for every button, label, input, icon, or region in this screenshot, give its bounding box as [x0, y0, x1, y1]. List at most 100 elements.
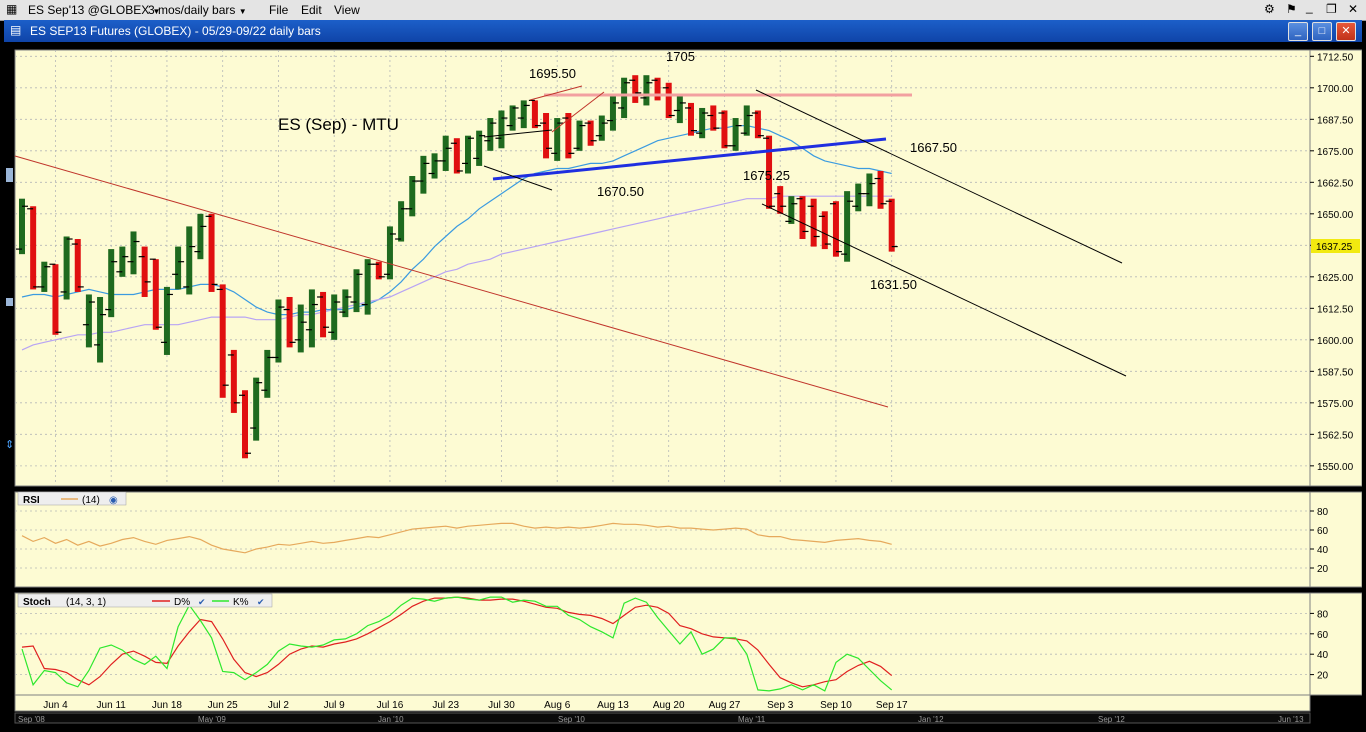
- price-bar: [487, 118, 494, 151]
- price-bar: [286, 296, 293, 348]
- time-tick-label: Sep 10: [820, 700, 852, 711]
- price-bar: [465, 135, 471, 174]
- price-bar: [386, 226, 393, 280]
- price-tick-label: 1700.00: [1317, 84, 1354, 95]
- overview-tick-label: Sep '08: [18, 715, 45, 724]
- price-bar: [754, 110, 761, 139]
- price-axis-ticks: 1712.50 1700.00 1687.50 1675.00 1662.50 1650.…: [1310, 52, 1354, 473]
- overview-tick-label: May '09: [198, 715, 226, 724]
- price-bar: [453, 138, 460, 174]
- stoch-d-check-icon[interactable]: ✔: [198, 597, 206, 607]
- price-bar: [398, 201, 405, 242]
- price-panel: [14, 49, 1311, 487]
- price-tick-label: 1562.50: [1317, 430, 1354, 441]
- scroll-handle-top[interactable]: [6, 168, 13, 182]
- chevron-down-icon: ▼: [238, 7, 247, 16]
- menu-edit[interactable]: Edit: [301, 3, 322, 17]
- price-bar: [688, 102, 694, 136]
- last-price-marker: [1311, 239, 1360, 253]
- minimize-button[interactable]: _: [1288, 22, 1308, 41]
- stoch-legend-param: (14, 3, 1): [66, 597, 106, 608]
- rsi-tick-label: 80: [1317, 507, 1329, 518]
- price-tick-label: 1687.50: [1317, 115, 1354, 126]
- stoch-legend-box[interactable]: [17, 593, 273, 608]
- price-bar: [788, 196, 795, 224]
- price-bar: [799, 196, 806, 240]
- price-tick-label: 1612.50: [1317, 304, 1354, 315]
- price-bar: [219, 284, 226, 398]
- price-bar: [777, 186, 784, 214]
- price-bar: [632, 75, 639, 103]
- minimize-app-icon[interactable]: _: [1306, 0, 1313, 14]
- price-axis: [1309, 49, 1363, 487]
- menu-file[interactable]: File: [269, 3, 289, 17]
- price-tick-label: 1662.50: [1317, 178, 1354, 189]
- price-bar: [721, 110, 728, 149]
- time-tick-label: Jul 2: [268, 700, 290, 711]
- price-bar: [877, 170, 884, 209]
- stoch-k-check-icon[interactable]: ✔: [257, 597, 265, 607]
- scroll-arrows-icon[interactable]: ⇕: [5, 439, 14, 451]
- annotation-1631-50: 1631.50: [870, 277, 917, 292]
- price-tick-label: 1675.00: [1317, 147, 1354, 158]
- annotation-1667-50: 1667.50: [910, 140, 957, 155]
- annotation-1670-50: 1670.50: [597, 184, 644, 199]
- menu-view[interactable]: View: [334, 3, 360, 17]
- price-bar: [844, 191, 851, 262]
- price-bar: [476, 130, 483, 166]
- rsi-line: [21, 522, 892, 554]
- price-bar: [41, 261, 48, 292]
- price-bar: [420, 155, 427, 194]
- close-button[interactable]: ✕: [1336, 22, 1356, 41]
- stoch-tick-label: 20: [1317, 671, 1329, 682]
- time-tick-label: Aug 6: [544, 700, 571, 711]
- price-bar: [331, 294, 338, 340]
- price-bar: [821, 211, 828, 250]
- price-bar: [175, 246, 182, 290]
- overview-strip[interactable]: [14, 712, 1311, 724]
- price-bar: [743, 105, 750, 136]
- restore-app-icon[interactable]: ❐: [1326, 2, 1337, 16]
- rsi-tick-label: 20: [1317, 564, 1329, 575]
- price-bar: [587, 120, 594, 146]
- trendlines: [14, 85, 1127, 408]
- price-bar: [353, 269, 360, 313]
- stoch-d-label: D%: [174, 597, 190, 608]
- price-bar: [85, 294, 92, 348]
- price-bar: [732, 118, 739, 151]
- price-tick-label: 1625.00: [1317, 273, 1354, 284]
- price-bar: [320, 291, 327, 338]
- symbol-dropdown[interactable]: ES Sep'13 @GLOBEX ▼: [28, 3, 160, 17]
- flag-lower-line: [483, 165, 553, 191]
- rsi-settings-icon[interactable]: ◉: [109, 495, 118, 506]
- settings-icon[interactable]: ⚙: [1264, 2, 1275, 16]
- price-bar: [888, 198, 895, 252]
- price-bar: [543, 113, 550, 159]
- price-bar: [554, 118, 561, 161]
- price-bar: [364, 259, 371, 315]
- price-bar: [74, 239, 81, 292]
- price-bar: [609, 95, 616, 131]
- maximize-button[interactable]: □: [1312, 22, 1332, 41]
- price-bar: [855, 183, 862, 212]
- price-bar: [832, 201, 839, 257]
- long-downtrend-line: [14, 155, 889, 408]
- price-bar: [208, 213, 215, 292]
- price-bar: [576, 120, 583, 151]
- time-tick-label: Jul 9: [324, 700, 346, 711]
- rsi-rsi-line: [21, 522, 892, 554]
- price-bar: [19, 198, 25, 255]
- time-tick-label: Aug 20: [653, 700, 685, 711]
- flag-icon[interactable]: ⚑: [1286, 2, 1297, 16]
- price-tick-label: 1712.50: [1317, 52, 1354, 63]
- close-app-icon[interactable]: ✕: [1348, 2, 1359, 16]
- time-tick-label: Sep 17: [876, 700, 908, 711]
- period-dropdown[interactable]: 3 mos/daily bars ▼: [148, 3, 247, 17]
- price-bar: [565, 113, 572, 159]
- annotation-1695-50: 1695.50: [529, 66, 576, 81]
- price-bar: [866, 173, 873, 207]
- scroll-handle-bottom[interactable]: [6, 298, 13, 306]
- chart-annotation-title: ES (Sep) - MTU: [278, 115, 399, 134]
- stoch-axis: [1309, 592, 1363, 696]
- price-bar: [409, 176, 416, 217]
